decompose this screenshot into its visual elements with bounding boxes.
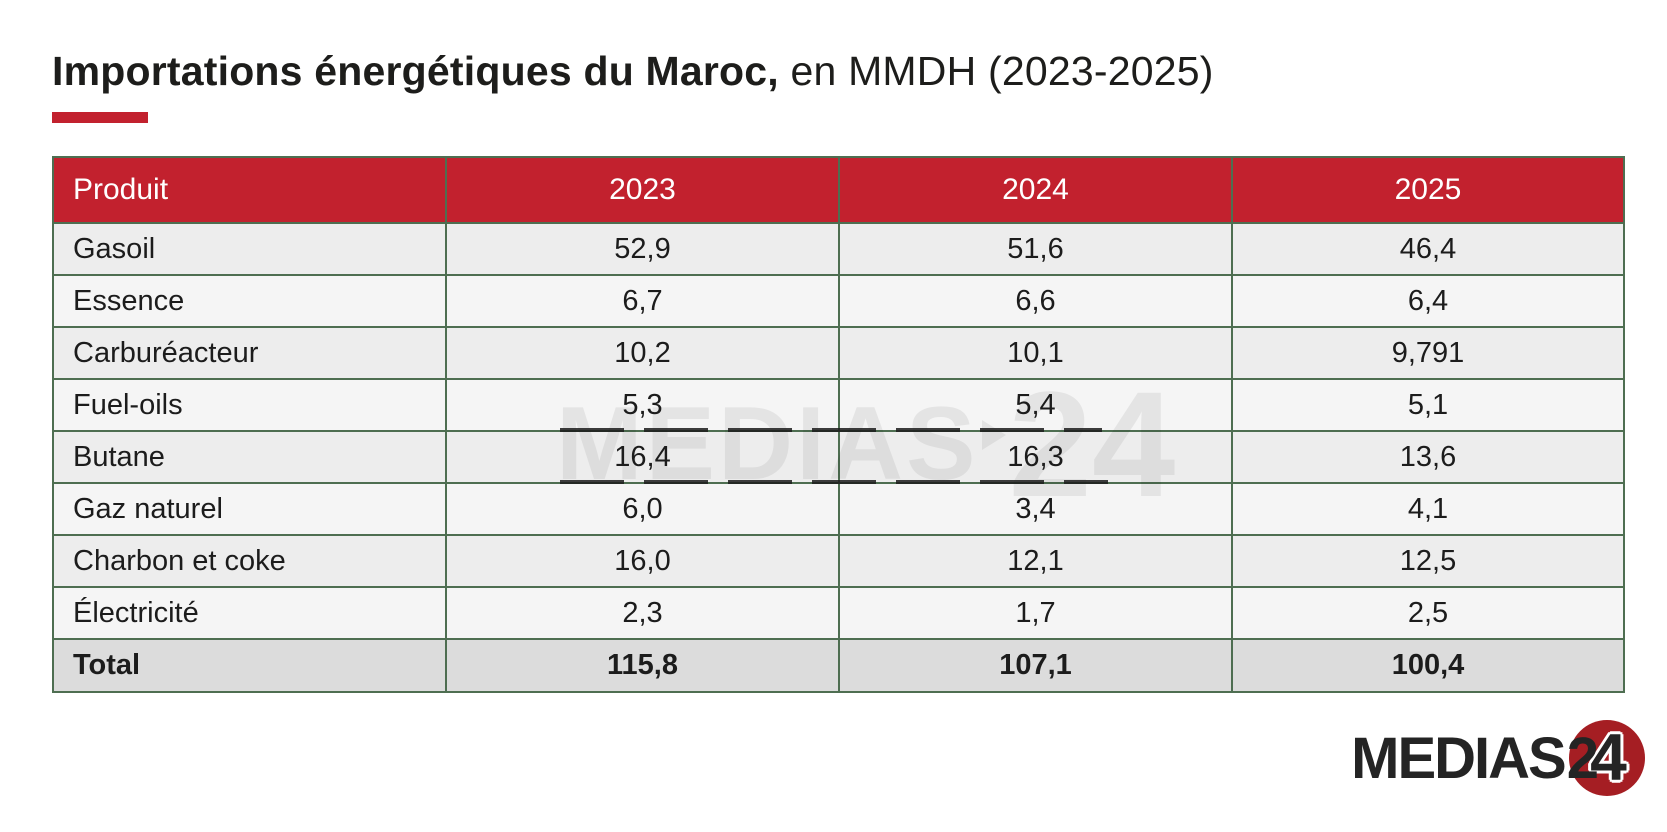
table-row: Butane 16,4 16,3 13,6 — [52, 430, 1625, 484]
value-cell: 1,7 — [1015, 596, 1056, 629]
column-header-2025: 2025 — [1231, 156, 1625, 224]
value-cell: 5,1 — [1407, 388, 1449, 421]
value-cell: 5,4 — [1015, 388, 1056, 421]
total-value: 115,8 — [607, 649, 678, 681]
title-main: Importations énergétiques du Maroc, — [52, 48, 779, 94]
product-name: Gaz naturel — [73, 492, 223, 525]
table-row: Gasoil 52,9 51,6 46,4 — [52, 222, 1625, 276]
table-row: Charbon et coke 16,0 12,1 12,5 — [52, 534, 1625, 588]
total-value: 100,4 — [1391, 649, 1465, 681]
total-value: 107,1 — [999, 649, 1072, 681]
imports-table: Produit 2023 2024 2025 Gasoil 52,9 51,6 … — [52, 156, 1625, 693]
value-cell: 12,1 — [1007, 544, 1064, 577]
value-cell: 16,0 — [614, 544, 671, 577]
logo-digit-4: 4 — [1590, 719, 1627, 794]
value-cell: 13,6 — [1399, 440, 1457, 473]
value-cell: 6,7 — [622, 284, 663, 317]
value-cell: 3,4 — [1015, 492, 1056, 525]
table-row: Gaz naturel 6,0 3,4 4,1 — [52, 482, 1625, 536]
value-cell: 16,4 — [614, 440, 671, 473]
table-total-row: Total 115,8 107,1 100,4 — [52, 638, 1625, 693]
logo-digit-2: 2 — [1566, 725, 1599, 791]
value-cell: 2,5 — [1407, 596, 1449, 629]
value-cell: 46,4 — [1399, 232, 1457, 265]
product-name: Butane — [73, 440, 165, 473]
table-header-row: Produit 2023 2024 2025 — [52, 156, 1625, 224]
product-name: Gasoil — [73, 232, 156, 265]
value-cell: 52,9 — [614, 232, 671, 265]
value-cell: 6,6 — [1015, 284, 1056, 317]
total-label: Total — [73, 649, 141, 681]
value-cell: 5,3 — [622, 388, 663, 421]
title-accent-bar — [52, 112, 148, 123]
value-cell: 4,1 — [1407, 492, 1449, 525]
logo-wordmark: MEDIAS — [1351, 725, 1567, 791]
table-row: Fuel-oils 5,3 5,4 5,1 — [52, 378, 1625, 432]
product-name: Charbon et coke — [73, 544, 286, 577]
product-name: Carburéacteur — [73, 336, 259, 369]
column-header-2024: 2024 — [838, 156, 1233, 224]
table-row: Carburéacteur 10,2 10,1 9,791 — [52, 326, 1625, 380]
table-row: Essence 6,7 6,6 6,4 — [52, 274, 1625, 328]
value-cell: 9,791 — [1391, 336, 1465, 369]
column-header-produit: Produit — [52, 156, 447, 224]
title-subtitle: en MMDH (2023-2025) — [778, 48, 1214, 94]
value-cell: 10,2 — [614, 336, 671, 369]
value-cell: 10,1 — [1007, 336, 1064, 369]
product-name: Essence — [73, 284, 185, 317]
value-cell: 2,3 — [622, 596, 663, 629]
page-title: Importations énergétiques du Maroc, en M… — [52, 48, 1214, 95]
value-cell: 6,4 — [1407, 284, 1449, 317]
value-cell: 16,3 — [1007, 440, 1064, 473]
column-header-2023: 2023 — [445, 156, 840, 224]
value-cell: 12,5 — [1399, 544, 1457, 577]
product-name: Fuel-oils — [73, 388, 183, 421]
product-name: Électricité — [73, 596, 199, 629]
logo-red-circle-icon: 4 — [1569, 719, 1645, 796]
medias24-logo: MEDIAS 2 4 — [1351, 712, 1645, 804]
value-cell: 6,0 — [622, 492, 663, 525]
value-cell: 51,6 — [1007, 232, 1064, 265]
table-row: Électricité 2,3 1,7 2,5 — [52, 586, 1625, 640]
